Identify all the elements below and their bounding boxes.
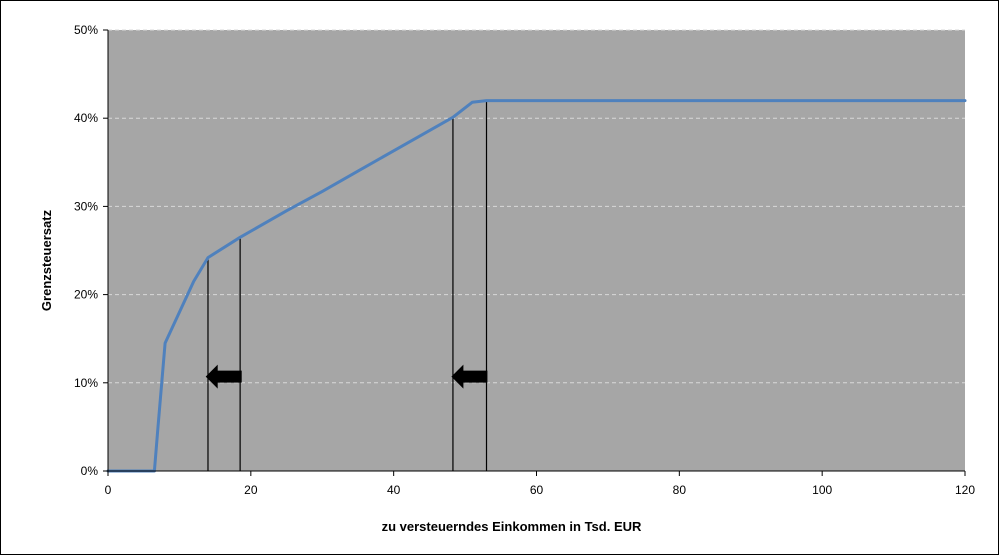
y-tick-label: 30% xyxy=(74,199,98,213)
x-tick-label: 120 xyxy=(955,483,975,497)
y-tick-label: 20% xyxy=(74,288,98,302)
x-axis-title: zu versteuerndes Einkommen in Tsd. EUR xyxy=(382,519,642,534)
reference-lines xyxy=(207,100,488,471)
x-tick-label: 80 xyxy=(673,483,687,497)
axes xyxy=(103,29,966,476)
y-tick-label: 50% xyxy=(74,23,98,37)
y-tick-label: 10% xyxy=(74,376,98,390)
gridlines xyxy=(108,29,965,384)
annotation-arrows xyxy=(205,364,488,389)
x-tick-label: 40 xyxy=(387,483,401,497)
x-tick-label: 60 xyxy=(530,483,544,497)
plot-area xyxy=(108,30,965,471)
series-line xyxy=(106,99,967,473)
left-arrow xyxy=(451,364,488,389)
x-tick-label: 0 xyxy=(105,483,112,497)
y-axis-title: Grenzsteuersatz xyxy=(39,209,54,311)
tick-labels: 0% 10% 20% 30% 40% 50% 0 20 40 60 80 100 120 xyxy=(74,23,975,497)
x-tick-label: 20 xyxy=(244,483,258,497)
y-tick-label: 0% xyxy=(81,464,99,478)
series-layer xyxy=(106,99,967,473)
x-tick-label: 100 xyxy=(812,483,832,497)
y-tick-label: 40% xyxy=(74,111,98,125)
left-arrow xyxy=(205,364,242,389)
